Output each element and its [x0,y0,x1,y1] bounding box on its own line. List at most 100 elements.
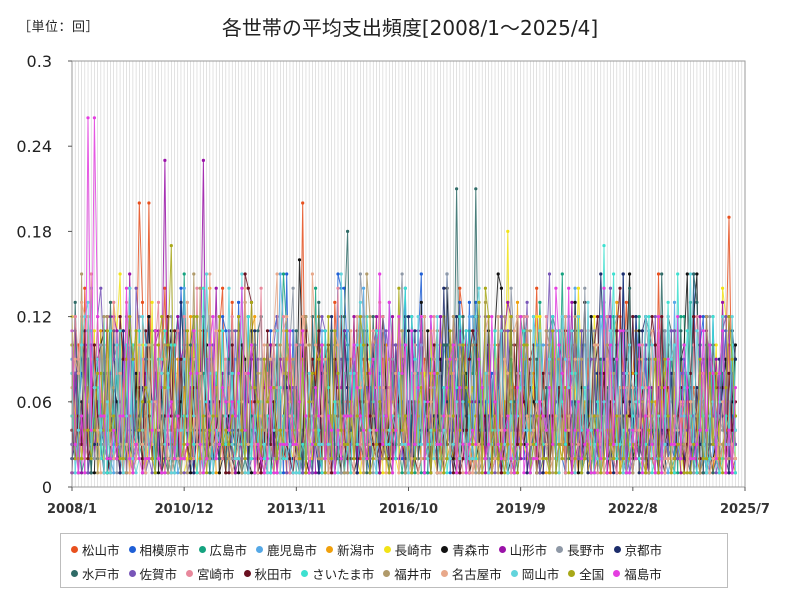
data-point [99,286,103,290]
data-point [512,329,516,333]
data-point [483,457,487,461]
data-point [342,414,346,418]
data-point [724,315,728,319]
data-point [493,400,497,404]
data-point [698,343,702,347]
data-point [192,471,196,475]
data-point [583,442,587,446]
data-point [387,471,391,475]
data-point [535,357,539,361]
data-point [118,471,122,475]
data-point [349,329,353,333]
data-point [650,329,654,333]
data-point [320,457,324,461]
data-point [355,414,359,418]
data-point [621,272,625,276]
data-point [471,442,475,446]
data-point [330,471,334,475]
data-point [608,343,613,347]
data-point [618,414,622,418]
data-point [589,428,593,432]
data-point [96,471,100,475]
data-point [442,286,446,290]
data-point [288,471,292,475]
legend-label: 新潟市 [337,542,375,558]
data-point [390,400,395,404]
data-point [256,471,260,475]
data-point [320,471,324,475]
data-point [83,286,87,290]
data-point [333,471,337,475]
data-point [509,471,513,475]
data-point [153,329,157,333]
data-point [227,357,231,361]
data-point [128,315,132,319]
data-point [105,471,109,475]
data-point [192,272,196,276]
data-point [352,457,356,461]
data-point [698,428,702,432]
data-point [144,329,148,333]
data-point [499,442,503,446]
data-point [166,371,170,375]
data-point [666,471,670,475]
data-point [272,343,276,347]
data-point [307,371,311,375]
data-point [365,457,369,461]
data-point [137,329,141,333]
data-point [208,272,212,276]
data-point [672,329,677,333]
data-point [503,457,507,461]
data-point [86,428,90,432]
data-point [596,428,600,432]
data-point [663,357,667,361]
data-point [128,471,132,475]
data-point [166,414,170,418]
data-point [580,357,584,361]
data-point [278,428,282,432]
data-point [320,442,324,446]
data-point [413,357,417,361]
data-point [278,343,282,347]
data-point [624,329,629,333]
data-point [288,442,292,446]
data-point [676,471,680,475]
data-point [314,286,318,290]
data-point [349,471,353,475]
data-point [644,386,648,390]
data-point [278,471,282,475]
data-point [86,300,90,304]
legend-item: 長崎市 [383,540,432,559]
data-point [108,457,113,461]
data-point [112,457,116,461]
data-point [297,258,302,262]
data-point [666,414,670,418]
data-point [730,471,734,475]
data-point [653,357,657,361]
data-point [544,442,548,446]
legend-label: 秋田市 [254,566,293,582]
legend-label: 広島市 [209,542,248,558]
data-point [86,116,90,120]
data-point [355,343,359,347]
data-point [525,343,529,347]
data-point [326,315,330,319]
data-point [269,471,273,475]
x-tick-label: 2019/9 [496,502,546,517]
data-point [688,400,693,404]
data-point [400,457,404,461]
data-point [294,471,298,475]
data-point [506,442,510,446]
data-point [346,471,350,475]
data-point [352,471,356,475]
data-point [563,428,568,432]
data-point [515,471,520,475]
data-point [608,442,613,446]
data-point [547,343,552,347]
data-point [86,471,90,475]
data-point [221,329,225,333]
data-point [99,414,103,418]
data-point [137,428,141,432]
legend-item: さいたま市 [301,564,374,583]
data-point [92,428,96,432]
